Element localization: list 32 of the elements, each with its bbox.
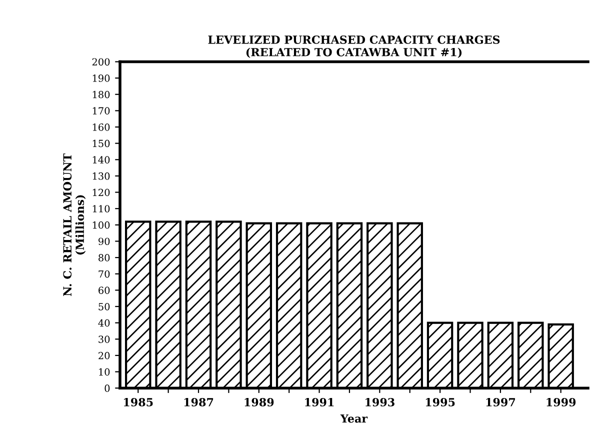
y-tick-label: 170 <box>92 107 110 115</box>
x-tick-label: 1989 <box>244 398 274 406</box>
y-tick-label: 40 <box>98 319 110 327</box>
x-tick-label: 1987 <box>184 398 214 406</box>
y-tick-label: 60 <box>98 286 110 294</box>
y-axis-title: N. C. RETAIL AMOUNT (Millions) <box>63 153 86 296</box>
y-tick-label: 130 <box>92 172 110 180</box>
y-tick-label: 30 <box>98 336 110 343</box>
y-tick-label: 80 <box>98 254 110 262</box>
x-tick-label: 1985 <box>124 398 153 406</box>
y-tick-label: 100 <box>92 221 110 229</box>
y-tick-label: 10 <box>99 368 110 376</box>
chart-title: LEVELIZED PURCHASED CAPACITY CHARGES (RELATED TO CATAWBA UNIT #1) <box>208 35 500 58</box>
y-tick-label: 0 <box>104 384 110 392</box>
y-tick-label: 150 <box>92 140 110 148</box>
x-tick-label: 1999 <box>546 398 576 406</box>
x-tick-label: 1993 <box>366 398 394 406</box>
y-tick-label: 90 <box>98 238 110 246</box>
y-tick-label: 200 <box>92 58 110 66</box>
y-tick-label: 20 <box>98 352 110 360</box>
y-tick-label: 70 <box>98 270 110 278</box>
y-tick-label: 50 <box>98 302 110 310</box>
y-tick-label: 180 <box>92 90 110 98</box>
x-tick-label: 1995 <box>426 398 455 406</box>
y-tick-label: 190 <box>92 74 110 82</box>
x-tick-label: 1997 <box>486 398 515 406</box>
y-tick-label: 120 <box>92 188 110 196</box>
x-axis-title: Year <box>340 414 368 423</box>
y-tick-label: 140 <box>92 156 110 164</box>
y-tick-label: 160 <box>92 123 110 131</box>
y-tick-label: 110 <box>92 205 110 212</box>
x-tick-label: 1991 <box>305 398 334 406</box>
